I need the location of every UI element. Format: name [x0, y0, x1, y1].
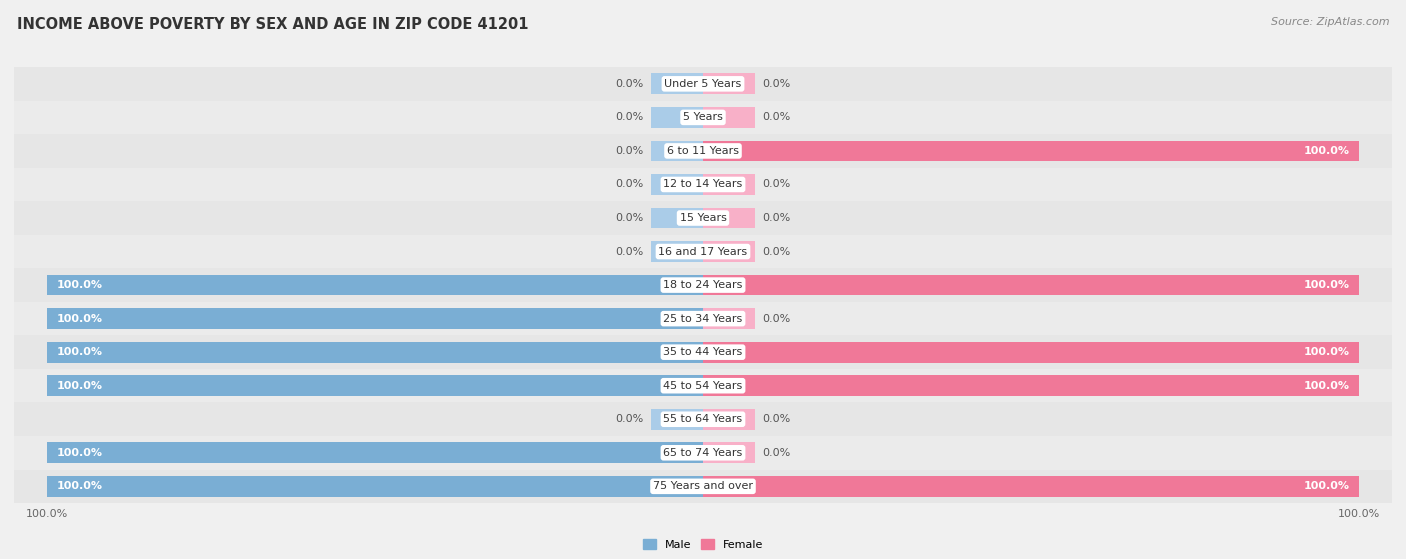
- Text: 25 to 34 Years: 25 to 34 Years: [664, 314, 742, 324]
- Bar: [703, 375, 1360, 396]
- Bar: [14, 67, 1392, 101]
- Bar: [703, 73, 755, 94]
- Text: 0.0%: 0.0%: [762, 79, 790, 89]
- Text: 16 and 17 Years: 16 and 17 Years: [658, 247, 748, 257]
- Bar: [46, 375, 703, 396]
- Bar: [14, 369, 1392, 402]
- Bar: [14, 168, 1392, 201]
- Bar: [703, 409, 755, 430]
- Text: 100.0%: 100.0%: [56, 381, 103, 391]
- Bar: [703, 342, 1360, 363]
- Bar: [14, 302, 1392, 335]
- Text: 0.0%: 0.0%: [762, 314, 790, 324]
- Text: 0.0%: 0.0%: [616, 213, 644, 223]
- Bar: [14, 335, 1392, 369]
- Text: 0.0%: 0.0%: [762, 112, 790, 122]
- Text: 100.0%: 100.0%: [56, 280, 103, 290]
- Text: 100.0%: 100.0%: [56, 481, 103, 491]
- Text: Under 5 Years: Under 5 Years: [665, 79, 741, 89]
- Text: 0.0%: 0.0%: [616, 179, 644, 190]
- Text: 0.0%: 0.0%: [616, 146, 644, 156]
- Bar: [14, 134, 1392, 168]
- Text: 0.0%: 0.0%: [762, 213, 790, 223]
- Text: 5 Years: 5 Years: [683, 112, 723, 122]
- Bar: [46, 308, 703, 329]
- Text: 100.0%: 100.0%: [56, 314, 103, 324]
- Bar: [651, 73, 703, 94]
- Text: 0.0%: 0.0%: [616, 112, 644, 122]
- Bar: [703, 107, 755, 128]
- Bar: [703, 274, 1360, 296]
- Text: 100.0%: 100.0%: [1303, 280, 1350, 290]
- Bar: [651, 241, 703, 262]
- Bar: [703, 476, 1360, 497]
- Bar: [651, 174, 703, 195]
- Bar: [703, 174, 755, 195]
- Legend: Male, Female: Male, Female: [638, 535, 768, 554]
- Text: 0.0%: 0.0%: [762, 179, 790, 190]
- Bar: [703, 140, 1360, 162]
- Text: 65 to 74 Years: 65 to 74 Years: [664, 448, 742, 458]
- Text: 45 to 54 Years: 45 to 54 Years: [664, 381, 742, 391]
- Text: 0.0%: 0.0%: [762, 448, 790, 458]
- Bar: [703, 207, 755, 229]
- Bar: [651, 207, 703, 229]
- Text: INCOME ABOVE POVERTY BY SEX AND AGE IN ZIP CODE 41201: INCOME ABOVE POVERTY BY SEX AND AGE IN Z…: [17, 17, 529, 32]
- Bar: [703, 241, 755, 262]
- Bar: [14, 201, 1392, 235]
- Text: Source: ZipAtlas.com: Source: ZipAtlas.com: [1271, 17, 1389, 27]
- Text: 0.0%: 0.0%: [762, 414, 790, 424]
- Text: 100.0%: 100.0%: [1303, 381, 1350, 391]
- Text: 12 to 14 Years: 12 to 14 Years: [664, 179, 742, 190]
- Text: 55 to 64 Years: 55 to 64 Years: [664, 414, 742, 424]
- Text: 0.0%: 0.0%: [616, 414, 644, 424]
- Text: 18 to 24 Years: 18 to 24 Years: [664, 280, 742, 290]
- Bar: [14, 402, 1392, 436]
- Text: 0.0%: 0.0%: [616, 247, 644, 257]
- Text: 100.0%: 100.0%: [56, 347, 103, 357]
- Text: 100.0%: 100.0%: [1303, 481, 1350, 491]
- Bar: [703, 308, 755, 329]
- Bar: [651, 409, 703, 430]
- Bar: [14, 470, 1392, 503]
- Bar: [14, 268, 1392, 302]
- Text: 100.0%: 100.0%: [1303, 146, 1350, 156]
- Bar: [703, 442, 755, 463]
- Bar: [14, 436, 1392, 470]
- Text: 0.0%: 0.0%: [616, 79, 644, 89]
- Bar: [46, 442, 703, 463]
- Bar: [651, 107, 703, 128]
- Text: 6 to 11 Years: 6 to 11 Years: [666, 146, 740, 156]
- Text: 75 Years and over: 75 Years and over: [652, 481, 754, 491]
- Bar: [651, 140, 703, 162]
- Text: 100.0%: 100.0%: [1303, 347, 1350, 357]
- Text: 15 Years: 15 Years: [679, 213, 727, 223]
- Text: 0.0%: 0.0%: [762, 247, 790, 257]
- Text: 35 to 44 Years: 35 to 44 Years: [664, 347, 742, 357]
- Text: 100.0%: 100.0%: [56, 448, 103, 458]
- Bar: [14, 101, 1392, 134]
- Bar: [46, 476, 703, 497]
- Bar: [46, 274, 703, 296]
- Bar: [14, 235, 1392, 268]
- Bar: [46, 342, 703, 363]
